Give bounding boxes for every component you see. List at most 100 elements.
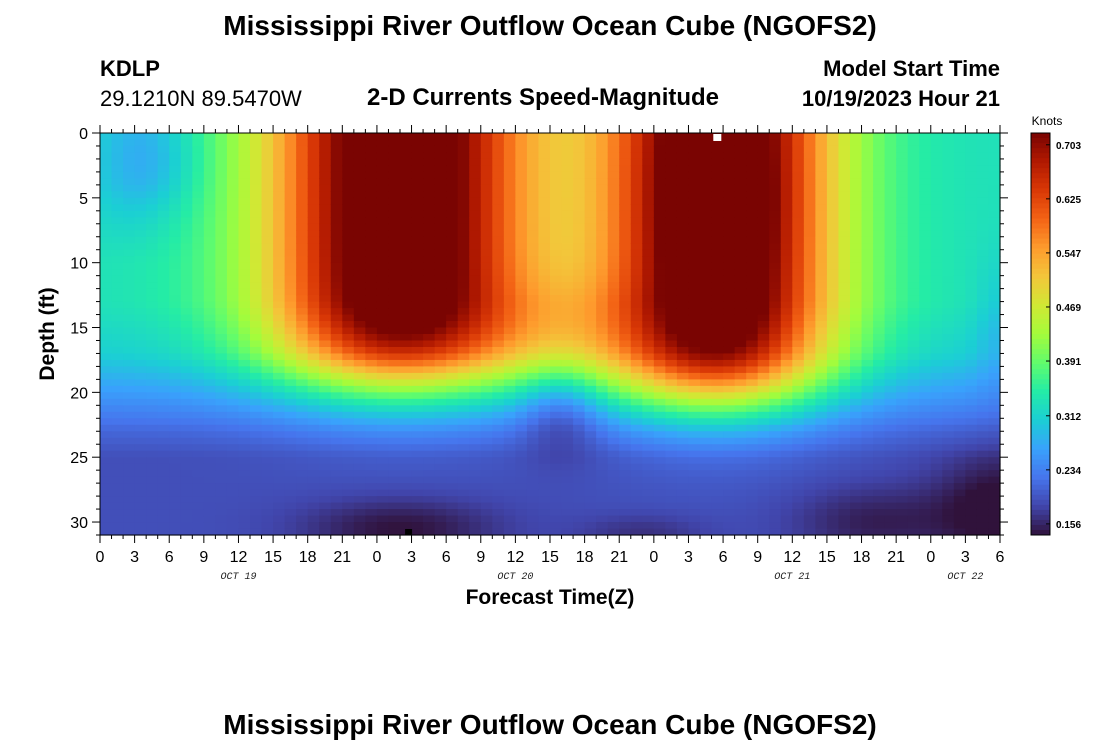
heatmap-cell: [157, 145, 170, 154]
heatmap-cell: [123, 359, 136, 368]
heatmap-cell: [665, 236, 678, 244]
heatmap-cell: [723, 269, 736, 277]
heatmap-cell: [388, 191, 401, 199]
heatmap-cell: [515, 385, 528, 393]
heatmap-cell: [907, 262, 920, 270]
heatmap-cell: [365, 191, 378, 199]
heatmap-cell: [157, 353, 170, 361]
heatmap-cell: [215, 457, 228, 465]
heatmap-cell: [919, 372, 932, 380]
heatmap-cell: [665, 282, 678, 290]
heatmap-cell: [273, 184, 286, 192]
heatmap-cell: [457, 210, 470, 218]
heatmap-cell: [573, 372, 586, 380]
heatmap-cell: [896, 152, 909, 160]
heatmap-cell: [296, 489, 309, 497]
heatmap-cell: [503, 418, 516, 426]
heatmap-cell: [688, 346, 701, 355]
heatmap-cell: [711, 470, 724, 478]
heatmap-cell: [157, 496, 170, 504]
heatmap-cell: [619, 502, 632, 510]
heatmap-cell: [353, 171, 366, 179]
heatmap-cell: [515, 243, 528, 251]
heatmap-cell: [700, 197, 713, 205]
heatmap-cell: [873, 230, 886, 238]
heatmap-cell: [307, 411, 320, 419]
heatmap-cell: [342, 372, 355, 380]
heatmap-cell: [607, 308, 620, 316]
heatmap-cell: [411, 502, 424, 510]
heatmap-cell: [123, 411, 136, 419]
heatmap-cell: [930, 327, 943, 335]
heatmap-cell: [480, 288, 493, 296]
heatmap-cell: [111, 515, 124, 523]
heatmap-cell: [711, 197, 724, 205]
heatmap-cell: [446, 366, 459, 374]
heatmap-cell: [215, 405, 228, 413]
heatmap-cell: [907, 145, 920, 154]
heatmap-cell: [550, 308, 563, 316]
heatmap-cell: [919, 457, 932, 465]
heatmap-cell: [584, 489, 597, 497]
heatmap-cell: [746, 379, 759, 387]
heatmap-cell: [330, 502, 343, 510]
heatmap-cell: [423, 133, 436, 141]
heatmap-cell: [434, 262, 447, 270]
heatmap-cell: [896, 483, 909, 491]
heatmap-cell: [296, 321, 309, 329]
heatmap-cell: [226, 528, 240, 536]
heatmap-cell: [180, 437, 193, 445]
heatmap-cell: [942, 418, 955, 426]
heatmap-cell: [723, 528, 736, 536]
heatmap-cell: [526, 470, 540, 478]
heatmap-cell: [561, 392, 574, 400]
heatmap-cell: [319, 178, 332, 186]
heatmap-cell: [434, 256, 447, 264]
heatmap-cell: [803, 457, 816, 465]
heatmap-cell: [469, 197, 482, 205]
heatmap-cell: [896, 496, 909, 504]
heatmap-cell: [850, 489, 863, 497]
heatmap-cell: [250, 398, 263, 406]
heatmap-cell: [273, 489, 286, 497]
heatmap-cell: [734, 450, 747, 458]
heatmap-cell: [930, 346, 943, 355]
heatmap-cell: [180, 321, 193, 329]
heatmap-cell: [157, 308, 170, 316]
heatmap-cell: [526, 288, 540, 296]
heatmap-cell: [596, 236, 609, 244]
heatmap-cell: [584, 411, 597, 419]
heatmap-cell: [907, 230, 920, 238]
heatmap-cell: [192, 496, 205, 504]
heatmap-cell: [573, 528, 586, 536]
heatmap-cell: [238, 223, 251, 231]
heatmap-cell: [480, 483, 493, 491]
heatmap-cell: [146, 340, 159, 348]
heatmap-cell: [261, 379, 274, 387]
heatmap-cell: [376, 210, 390, 218]
heatmap-cell: [596, 158, 609, 167]
heatmap-cell: [515, 152, 528, 160]
heatmap-cell: [296, 178, 309, 186]
heatmap-cell: [100, 470, 113, 478]
heatmap-cell: [180, 463, 193, 471]
heatmap-cell: [723, 236, 736, 244]
heatmap-cell: [423, 346, 436, 355]
heatmap-cell: [146, 223, 159, 231]
heatmap-cell: [215, 444, 228, 452]
heatmap-cell: [757, 152, 770, 160]
heatmap-cell: [411, 321, 424, 329]
heatmap-cell: [376, 334, 390, 342]
heatmap-cell: [676, 158, 690, 167]
heatmap-cell: [723, 165, 736, 173]
heatmap-cell: [503, 288, 516, 296]
heatmap-cell: [342, 528, 355, 536]
heatmap-cell: [850, 249, 863, 257]
heatmap-cell: [688, 340, 701, 348]
heatmap-cell: [573, 282, 586, 290]
heatmap-cell: [884, 483, 897, 491]
heatmap-cell: [953, 470, 966, 478]
heatmap-cell: [296, 366, 309, 374]
heatmap-cell: [723, 353, 736, 361]
heatmap-cell: [953, 197, 966, 205]
